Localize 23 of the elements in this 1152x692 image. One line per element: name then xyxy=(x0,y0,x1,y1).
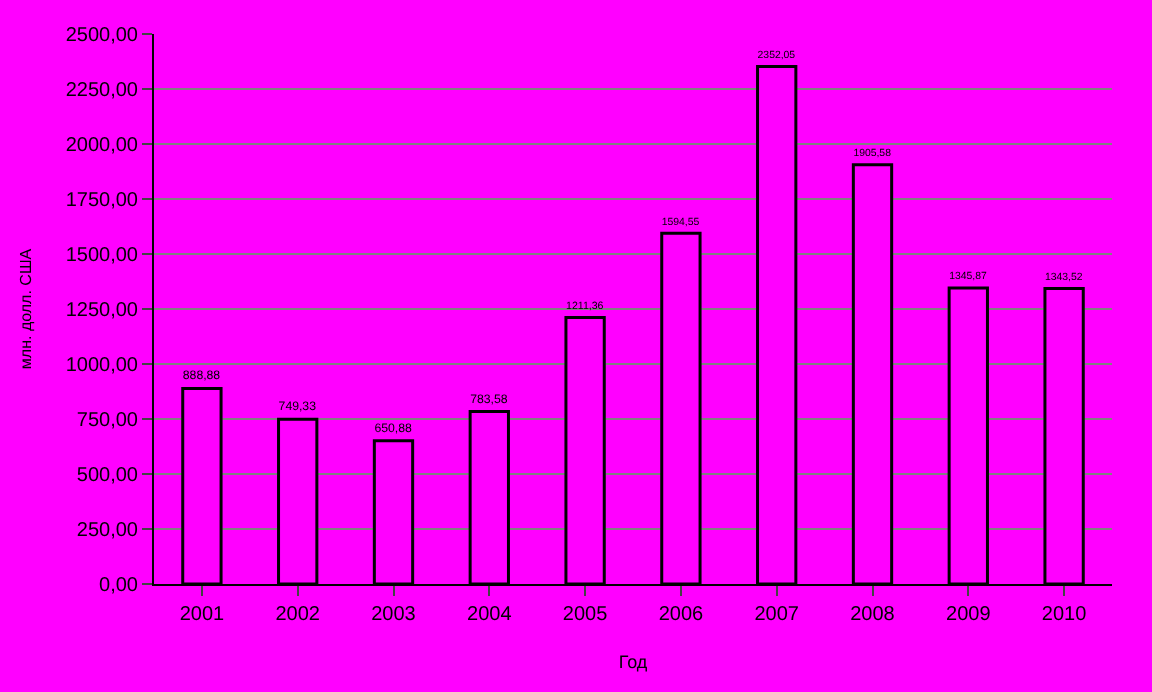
y-tick-label: 750,00 xyxy=(76,410,139,432)
y-tick-label: 2250,00 xyxy=(65,80,139,102)
x-tick-label: 2004 xyxy=(467,604,513,626)
x-tick-label: 2006 xyxy=(658,604,705,626)
y-tick-label: 0,00 xyxy=(99,575,139,597)
x-tick-label: 2002 xyxy=(275,604,321,626)
x-tick-label: 2008 xyxy=(850,604,896,626)
y-tick-label: 1750,00 xyxy=(65,190,139,212)
y-tick-label: 2000,00 xyxy=(65,135,139,157)
x-axis-title: Год xyxy=(618,651,649,672)
x-tick-label: 2005 xyxy=(562,604,609,626)
y-tick-label: 2500,00 xyxy=(65,25,139,47)
x-tick-label: 2009 xyxy=(946,604,992,626)
x-tick-label: 2001 xyxy=(179,604,226,626)
y-tick-label: 250,00 xyxy=(76,520,139,542)
y-tick-label: 1000,00 xyxy=(65,355,139,377)
y-tick-label: 1500,00 xyxy=(65,245,139,267)
x-tick-label: 2007 xyxy=(754,604,800,626)
x-tick-label: 2010 xyxy=(1041,604,1088,626)
x-tick-label: 2003 xyxy=(371,604,417,626)
y-tick-label: 500,00 xyxy=(76,465,139,487)
y-tick-label: 1250,00 xyxy=(65,300,139,322)
y-axis-title: млн. долл. США xyxy=(17,247,36,370)
